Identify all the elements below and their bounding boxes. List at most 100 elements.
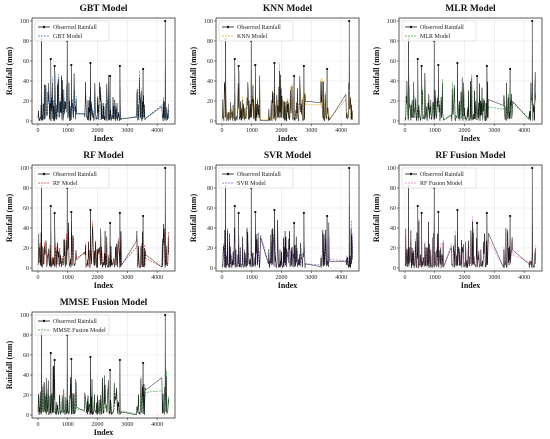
observed-peak-marker <box>416 204 419 208</box>
x-tick-label: 1000 <box>246 128 258 134</box>
observed-series-line <box>404 167 536 269</box>
observed-peak-marker <box>164 19 167 23</box>
x-tick-label: 4000 <box>151 422 163 428</box>
observed-peak-marker <box>53 64 56 68</box>
observed-peak-marker <box>302 211 305 215</box>
observed-peak-marker <box>164 166 167 170</box>
legend-observed-label: Observed Rainfall <box>237 24 281 31</box>
x-tick-label: 3000 <box>305 275 317 281</box>
x-tick-label: 1000 <box>246 275 258 281</box>
observed-peak-marker <box>531 166 534 170</box>
observed-peak-marker <box>456 61 459 65</box>
y-tick-label: 60 <box>390 206 396 212</box>
y-tick-label: 80 <box>207 39 213 45</box>
y-tick-label: 0 <box>393 119 396 125</box>
y-tick-label: 0 <box>26 413 29 419</box>
observed-peak-marker <box>531 19 534 23</box>
legend-observed-label: Observed Rainfall <box>420 24 464 31</box>
x-tick-label: 0 <box>220 128 223 134</box>
observed-peak-marker <box>485 211 488 215</box>
observed-peak-marker <box>302 64 305 68</box>
y-tick-label: 40 <box>390 226 396 232</box>
legend-observed-marker <box>42 319 46 323</box>
x-tick-label: 4000 <box>518 275 530 281</box>
observed-peak-marker <box>437 63 440 67</box>
observed-peak-marker <box>326 214 329 218</box>
observed-peak-marker <box>49 204 52 208</box>
observed-peak-marker <box>475 74 479 78</box>
x-tick-label: 2000 <box>276 128 288 134</box>
plot-frame <box>31 17 176 125</box>
y-tick-label: 20 <box>390 99 396 105</box>
x-tick-label: 3000 <box>121 128 133 134</box>
y-axis-label: Rainfall (mm) <box>372 194 381 243</box>
y-tick-label: 0 <box>26 119 29 125</box>
observed-peak-marker <box>509 214 512 218</box>
legend-model-label: RF Model <box>53 181 78 187</box>
observed-peak-marker <box>273 208 276 212</box>
x-tick-label: 2000 <box>92 275 104 281</box>
x-axis-label: Index <box>461 134 481 143</box>
legend-box <box>401 20 477 42</box>
y-tick-label: 0 <box>210 119 213 125</box>
observed-peak-marker <box>475 221 479 225</box>
y-tick-label: 80 <box>390 186 396 192</box>
y-tick-label: 20 <box>207 99 213 105</box>
y-axis-label: Rainfall (mm) <box>189 194 198 243</box>
model-series-line <box>221 203 354 269</box>
observed-peak-marker <box>437 210 440 214</box>
observed-peak-marker <box>118 64 121 68</box>
y-tick-label: 40 <box>23 226 29 232</box>
x-tick-label: 1000 <box>429 275 441 281</box>
legend-box <box>34 167 110 189</box>
observed-series-line <box>37 314 169 416</box>
x-tick-label: 4000 <box>335 128 347 134</box>
panel-title: MMSE Fusion Model <box>60 298 148 308</box>
y-tick-label: 20 <box>23 246 29 252</box>
legend-model-label: SVR Model <box>237 181 266 187</box>
y-tick-label: 20 <box>23 99 29 105</box>
x-tick-label: 2000 <box>459 275 471 281</box>
x-axis-label: Index <box>94 428 114 437</box>
observed-peak-marker <box>70 63 73 67</box>
legend-model-label: MLR Model <box>420 34 451 40</box>
plot-frame <box>215 17 360 125</box>
x-tick-label: 2000 <box>92 128 104 134</box>
y-tick-label: 40 <box>207 79 213 85</box>
x-tick-label: 0 <box>36 422 39 428</box>
legend-box <box>218 167 294 189</box>
y-tick-label: 0 <box>26 266 29 272</box>
x-tick-label: 0 <box>220 275 223 281</box>
y-tick-label: 80 <box>23 333 29 339</box>
x-tick-label: 1000 <box>429 128 441 134</box>
observed-peak-marker <box>456 208 459 212</box>
x-tick-label: 1000 <box>62 422 74 428</box>
x-axis-label: Index <box>94 134 114 143</box>
observed-peak-marker <box>53 358 56 362</box>
y-tick-label: 60 <box>23 206 29 212</box>
y-tick-label: 80 <box>207 186 213 192</box>
x-axis-label: Index <box>94 281 114 290</box>
legend-box <box>34 314 110 336</box>
y-tick-label: 40 <box>23 373 29 379</box>
observed-peak-marker <box>118 211 121 215</box>
x-axis-label: Index <box>278 281 298 290</box>
observed-peak-marker <box>49 351 52 355</box>
legend-observed-label: Observed Rainfall <box>420 171 464 178</box>
observed-peak-marker <box>233 57 236 61</box>
legend-observed-label: Observed Rainfall <box>53 171 97 178</box>
legend-observed-label: Observed Rainfall <box>53 318 97 325</box>
x-tick-label: 4000 <box>151 128 163 134</box>
legend-observed-label: Observed Rainfall <box>53 24 97 31</box>
x-tick-label: 3000 <box>121 275 133 281</box>
y-tick-label: 0 <box>393 266 396 272</box>
y-tick-label: 100 <box>20 19 29 25</box>
y-tick-label: 60 <box>23 353 29 359</box>
y-tick-label: 100 <box>20 313 29 319</box>
legend-observed-marker <box>409 172 413 176</box>
